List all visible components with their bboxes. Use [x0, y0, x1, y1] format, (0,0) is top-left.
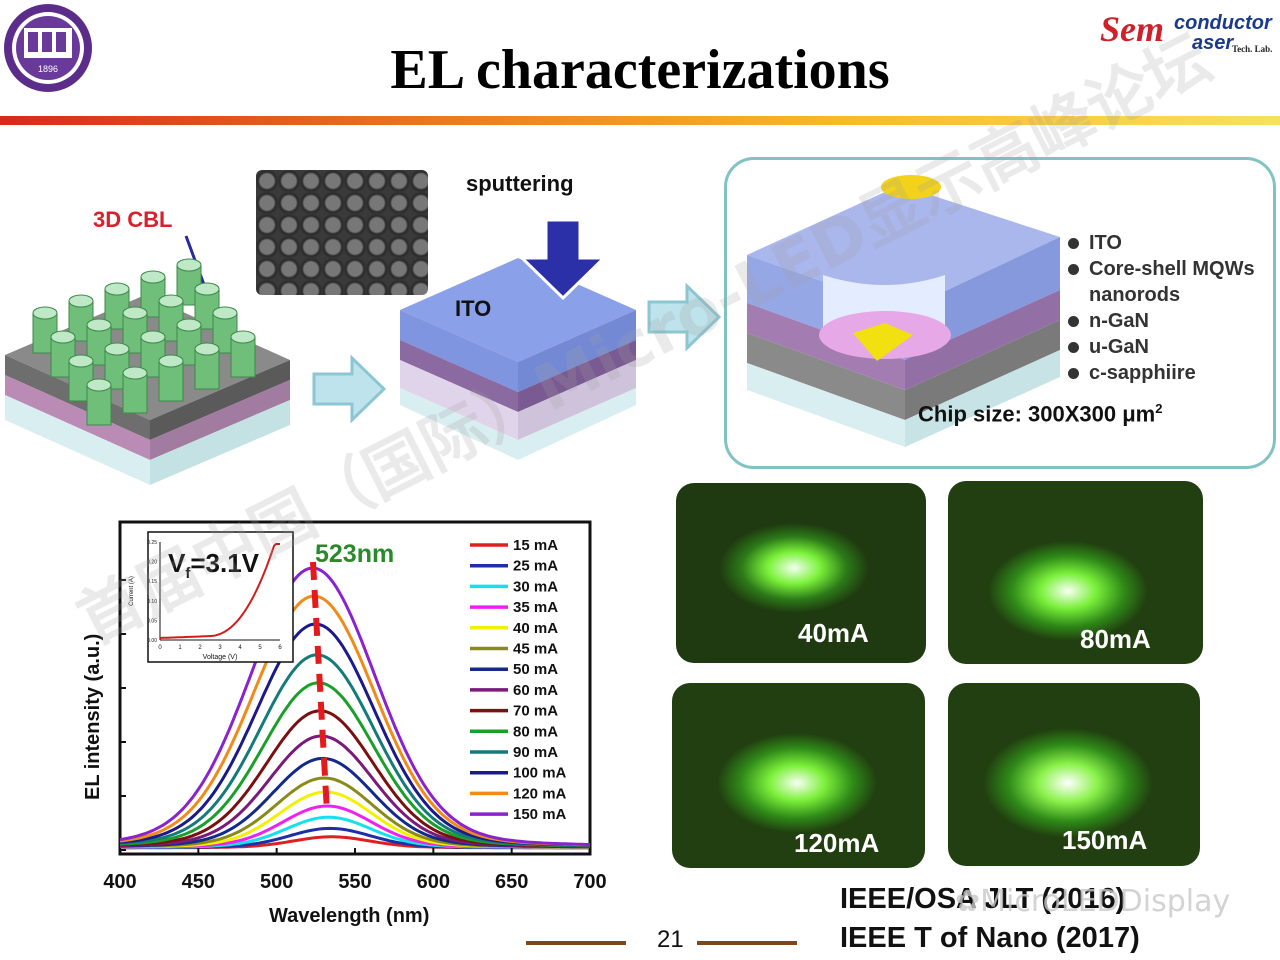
reference-2: IEEE T of Nano (2017) [840, 922, 1140, 954]
x-tick-label: 550 [338, 871, 371, 893]
photo-label: 40mA [798, 618, 869, 648]
legend-label: 30 mA [513, 578, 558, 595]
photo-40ma: 40mA [676, 483, 926, 663]
process-arrow-2 [647, 282, 722, 352]
inset-x-tick: 4 [238, 645, 242, 651]
page-number: 21 [657, 926, 684, 953]
x-tick-label: 400 [103, 871, 136, 893]
chip-cross-section [747, 175, 1060, 447]
ito-label: ITO [455, 296, 492, 321]
inset-y-tick: 0.00 [147, 638, 157, 644]
inset-x-tick: 5 [258, 645, 262, 651]
x-tick-label: 450 [182, 871, 215, 893]
lab-logo: Sem conductor aser Tech. Lab. [1100, 8, 1280, 68]
legend-label: 150 mA [513, 806, 567, 823]
legend-label: 60 mA [513, 682, 558, 699]
series-line [119, 566, 590, 846]
inset-x-tick: 6 [278, 645, 282, 651]
photo-120ma: 120mA [672, 683, 925, 868]
logo-aser: aser [1192, 32, 1234, 54]
inset-y-tick: 0.20 [147, 560, 157, 566]
iv-curve [159, 543, 280, 639]
footer-rule-left [526, 941, 626, 945]
inset-y-tick: 0.15 [147, 579, 157, 585]
inset-x-tick: 3 [218, 645, 222, 651]
sputtering-arrow [518, 218, 608, 300]
cbl-label: 3D CBL [93, 207, 173, 232]
legend-label: 70 mA [513, 703, 558, 720]
nanorod-substrate [5, 258, 290, 485]
legend-ito: ITO [1068, 230, 1273, 256]
photo-label: 80mA [1080, 624, 1151, 654]
university-logo: 1896 [2, 2, 94, 94]
watermark-wechat: ✿MicroLEDDisplay [955, 884, 1231, 919]
peak-marker [310, 561, 330, 813]
footer-rule-right [697, 941, 797, 945]
legend-label: 80 mA [513, 723, 558, 740]
legend-label: 90 mA [513, 744, 558, 761]
sem-image [256, 170, 428, 295]
legend-label: 120 mA [513, 785, 567, 802]
legend-label: 100 mA [513, 765, 567, 782]
ito-substrate [400, 258, 636, 460]
chart-xlabel: Wavelength (nm) [269, 905, 430, 927]
reference-1: IEEE/OSA JLT (2016) [840, 883, 1126, 915]
inset-y-tick: 0.05 [147, 618, 157, 624]
inset-x-tick: 2 [198, 645, 202, 651]
inset-x-tick: 1 [178, 645, 182, 651]
inset-y-tick: 0.25 [147, 540, 157, 546]
header-band [0, 116, 1280, 125]
peak-annotation: 523nm [315, 540, 395, 568]
legend-ugan: u-GaN [1068, 334, 1273, 360]
legend-label: 35 mA [513, 599, 558, 616]
legend-sapphire: c-sapphiire [1068, 360, 1273, 386]
inset-y-tick: 0.10 [147, 599, 157, 605]
inset-xlabel: Voltage (V) [203, 654, 238, 661]
legend-label: 25 mA [513, 558, 558, 575]
legend-mqw: Core-shell MQWs nanorods [1068, 256, 1273, 308]
photo-80ma: 80mA [948, 481, 1203, 664]
process-arrow-1 [312, 354, 387, 424]
sputtering-label: sputtering [466, 171, 574, 196]
legend-ngan: n-GaN [1068, 308, 1273, 334]
structure-legend: ITO Core-shell MQWs nanorods n-GaN u-GaN… [1068, 230, 1273, 386]
slide-title: EL characterizations [390, 39, 890, 101]
x-tick-label: 650 [495, 871, 528, 893]
photo-label: 120mA [794, 828, 880, 858]
legend-label: 50 mA [513, 661, 558, 678]
inset-x-tick: 0 [158, 645, 162, 651]
photo-label: 150mA [1062, 825, 1148, 855]
photo-150ma: 150mA [948, 683, 1200, 866]
x-tick-label: 600 [417, 871, 450, 893]
legend-label: 40 mA [513, 620, 558, 637]
x-tick-label: 500 [260, 871, 293, 893]
logo-sem: Sem [1100, 9, 1165, 49]
legend-label: 15 mA [513, 537, 558, 554]
x-tick-label: 700 [573, 871, 606, 893]
legend-label: 45 mA [513, 641, 558, 658]
chip-size: Chip size: 300X300 μm2 [918, 401, 1163, 427]
logo-conductor: conductor [1174, 12, 1272, 34]
inset-ylabel: Current (A) [129, 576, 135, 606]
logo-year: 1896 [38, 64, 58, 74]
wechat-icon: ✿ [955, 884, 981, 919]
inset-vf-label: Vf=3.1V [168, 548, 260, 583]
logo-techlab: Tech. Lab. [1232, 44, 1273, 54]
